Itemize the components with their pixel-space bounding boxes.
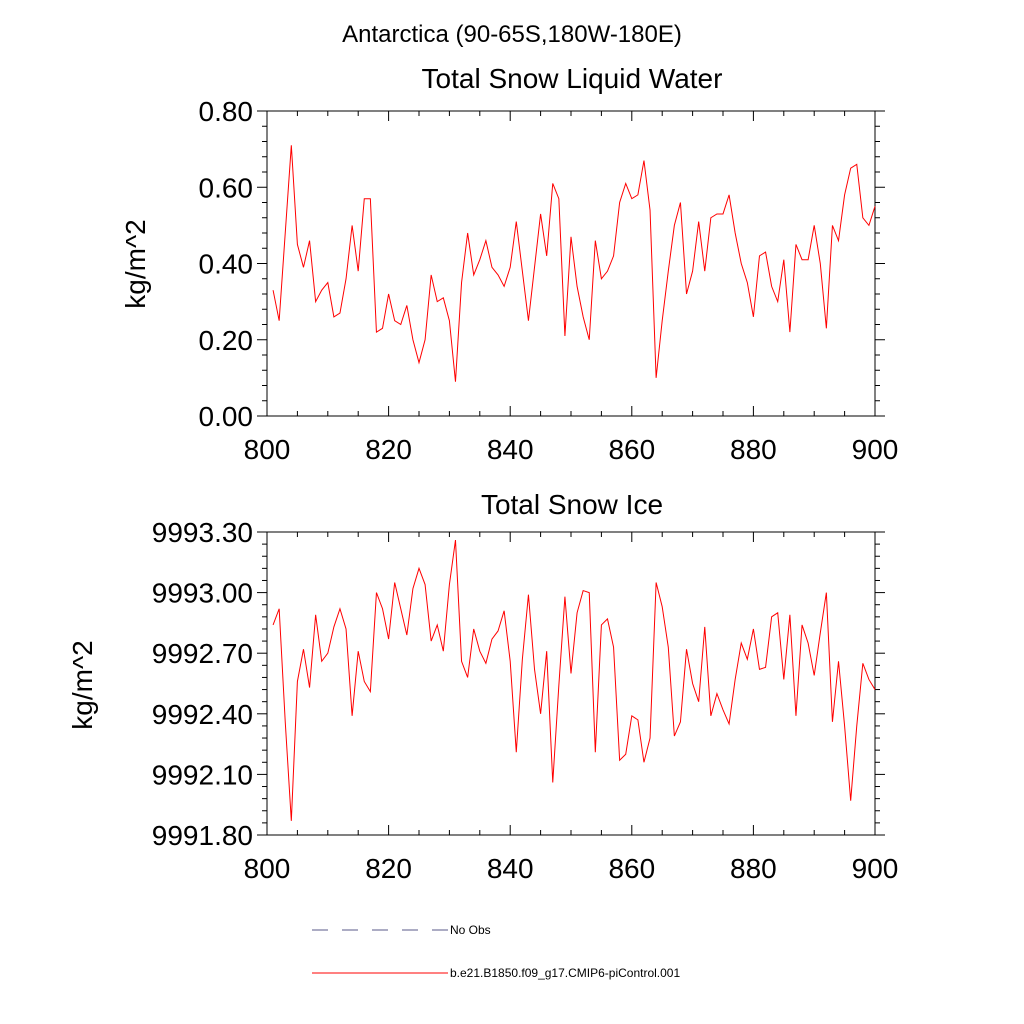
- x-tick-label: 900: [852, 434, 899, 465]
- panel-total-snow-ice: Total Snow Ice kg/m^2 9991.80 9992.10 9992…: [67, 489, 898, 884]
- series-line: [272, 145, 876, 382]
- tick-labels: 0.00 0.20 0.40 0.60 0.80 800 820 840 860 880 900: [199, 96, 899, 465]
- x-tick-label: 820: [365, 853, 412, 884]
- x-tick-label: 800: [244, 434, 291, 465]
- series-line: [272, 540, 876, 821]
- y-tick-label: 9992.10: [152, 759, 253, 790]
- y-axis-label: kg/m^2: [120, 219, 151, 308]
- y-tick-label: 9992.70: [152, 638, 253, 669]
- y-tick-label: 9993.30: [152, 517, 253, 548]
- y-axis-label: kg/m^2: [67, 640, 98, 729]
- x-tick-label: 880: [730, 853, 777, 884]
- x-tick-label: 840: [487, 853, 534, 884]
- tick-labels: 9991.80 9992.10 9992.40 9992.70 9993.00 9993.…: [152, 517, 899, 884]
- series-group: [272, 540, 876, 821]
- legend-label-model: b.e21.B1850.f09_g17.CMIP6-piControl.001: [450, 966, 680, 980]
- legend: No Obs b.e21.B1850.f09_g17.CMIP6-piContr…: [312, 923, 680, 980]
- x-tick-label: 900: [852, 853, 899, 884]
- y-tick-label: 0.60: [199, 172, 254, 203]
- panel-total-snow-liquid-water: Total Snow Liquid Water kg/m^2 0.000.200…: [120, 63, 898, 465]
- x-tick-label: 860: [608, 434, 655, 465]
- legend-label-no-obs: No Obs: [450, 923, 491, 937]
- x-tick-label: 820: [365, 434, 412, 465]
- y-tick-label: 0.40: [199, 249, 254, 280]
- y-tick-label: 0.00: [199, 401, 254, 432]
- axis-ticks: [257, 110, 885, 417]
- main-title: Antarctica (90-65S,180W-180E): [342, 21, 682, 48]
- x-tick-label: 880: [730, 434, 777, 465]
- axis-ticks: [257, 531, 885, 836]
- x-tick-label: 840: [487, 434, 534, 465]
- plot-frame: [266, 531, 876, 836]
- series-group: [272, 145, 876, 382]
- y-tick-label: 9991.80: [152, 820, 253, 851]
- x-tick-label: 860: [608, 853, 655, 884]
- panel-title: Total Snow Liquid Water: [422, 63, 723, 94]
- panel-title: Total Snow Ice: [481, 489, 663, 520]
- x-tick-label: 800: [244, 853, 291, 884]
- y-tick-label: 0.20: [199, 325, 254, 356]
- y-tick-label: 9993.00: [152, 578, 253, 609]
- y-tick-label: 0.80: [199, 96, 254, 127]
- y-tick-label: 9992.40: [152, 699, 253, 730]
